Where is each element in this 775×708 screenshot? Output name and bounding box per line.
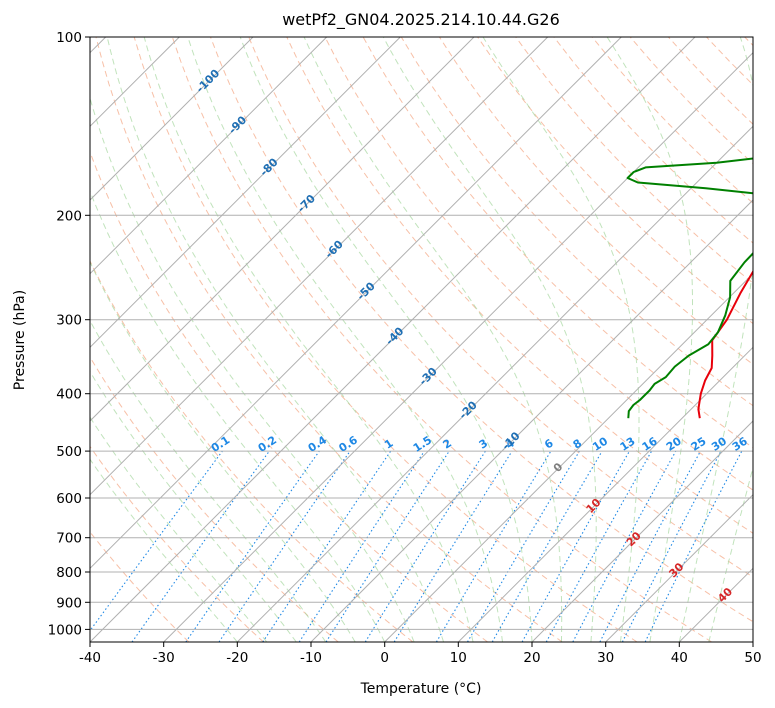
moist-adiabat xyxy=(90,189,386,642)
mixing-ratio-line xyxy=(262,450,392,642)
mixing-ratio-line xyxy=(644,450,743,642)
dry-adiabat xyxy=(95,37,563,642)
mixing-ratio-line xyxy=(90,450,223,632)
moist-adiabat xyxy=(90,260,356,642)
x-tick-label: -10 xyxy=(300,650,322,666)
x-tick-label: -40 xyxy=(79,650,101,666)
dry-adiabat xyxy=(515,37,753,284)
moist-adiabat xyxy=(90,458,238,642)
y-tick-label: 1000 xyxy=(48,622,82,638)
mixing-ratio-line xyxy=(298,450,425,642)
dry-adiabat xyxy=(90,356,339,642)
moist-adiabat xyxy=(708,465,753,642)
isotherm-line xyxy=(90,37,401,349)
moist-adiabat xyxy=(143,37,474,642)
isotherm-line xyxy=(310,199,753,642)
y-tick-label: 600 xyxy=(56,491,82,507)
y-tick-label: 900 xyxy=(56,595,82,611)
dry-adiabat xyxy=(210,37,753,623)
isotherm-line xyxy=(384,272,753,642)
dry-adiabat xyxy=(133,37,638,642)
x-tick-label: 40 xyxy=(671,650,688,666)
mixing-ratio-line xyxy=(393,450,513,642)
isotherm-line xyxy=(90,37,549,496)
y-axis-label: Pressure (hPa) xyxy=(12,290,28,390)
isotherm-line xyxy=(90,37,475,422)
x-tick-label: 10 xyxy=(450,650,467,666)
dry-adiabat xyxy=(286,37,753,534)
y-tick-label: 500 xyxy=(56,444,82,460)
moist-adiabat xyxy=(90,370,297,642)
mixing-ratio-line xyxy=(545,450,653,642)
x-tick-label: -20 xyxy=(226,650,248,666)
dry-adiabat xyxy=(324,37,753,491)
isotherm-line xyxy=(90,37,622,570)
dry-adiabat xyxy=(171,37,712,642)
dry-adiabat xyxy=(248,37,753,578)
grid-lines xyxy=(90,37,753,642)
moist-adiabat xyxy=(482,37,640,642)
mixing-ratio-line xyxy=(131,450,270,642)
moist-adiabat xyxy=(187,37,503,642)
mixing-ratio-line xyxy=(185,450,320,642)
chart-title: wetPf2_GN04.2025.214.10.44.G26 xyxy=(282,10,560,30)
isotherm-line xyxy=(605,493,753,642)
mixing-ratio-line xyxy=(325,450,450,642)
x-tick-label: 30 xyxy=(597,650,614,666)
y-tick-label: 100 xyxy=(56,30,82,46)
mixing-ratio-line xyxy=(218,450,351,642)
moist-adiabat xyxy=(90,319,327,642)
moist-adiabat xyxy=(90,416,268,642)
x-axis-label: Temperature (°C) xyxy=(360,681,482,697)
isotherm-line xyxy=(236,125,753,642)
dewpoint-profile xyxy=(626,157,753,419)
isotherm-line xyxy=(163,51,753,642)
y-tick-label: 800 xyxy=(56,565,82,581)
isotherm-line xyxy=(531,420,753,642)
moist-adiabat xyxy=(606,37,693,642)
moist-adiabat xyxy=(382,37,597,642)
isotherm-line xyxy=(90,37,696,642)
y-tick-label: 400 xyxy=(56,387,82,403)
moist-adiabat xyxy=(678,37,753,642)
x-tick-label: 20 xyxy=(523,650,540,666)
temperature-profile xyxy=(697,269,753,419)
background-lines xyxy=(90,37,753,642)
profile-series xyxy=(626,157,753,419)
y-tick-label: 300 xyxy=(56,313,82,329)
axes: -40 -30 -20 -10 0 10 20 30 40 50 100 200 300 400 500 60… xyxy=(48,30,762,666)
plot-area xyxy=(90,37,753,642)
plot-frame xyxy=(89,36,754,643)
moist-adiabat xyxy=(239,37,533,642)
mixing-ratio-line xyxy=(572,450,677,642)
dry-adiabat xyxy=(90,259,414,642)
x-tick-label: 50 xyxy=(744,650,761,666)
dry-adiabat xyxy=(90,445,264,642)
y-tick-label: 200 xyxy=(56,208,82,224)
moist-adiabat xyxy=(303,37,563,642)
y-tick-label: 700 xyxy=(56,531,82,547)
mixing-ratio-line xyxy=(521,450,630,642)
moist-adiabat xyxy=(106,37,445,642)
isotherm-line xyxy=(90,37,328,275)
isotherm-line xyxy=(90,37,254,201)
x-tick-label: -30 xyxy=(153,650,175,666)
x-tick-label: 0 xyxy=(380,650,389,666)
isotherm-line xyxy=(457,346,753,642)
